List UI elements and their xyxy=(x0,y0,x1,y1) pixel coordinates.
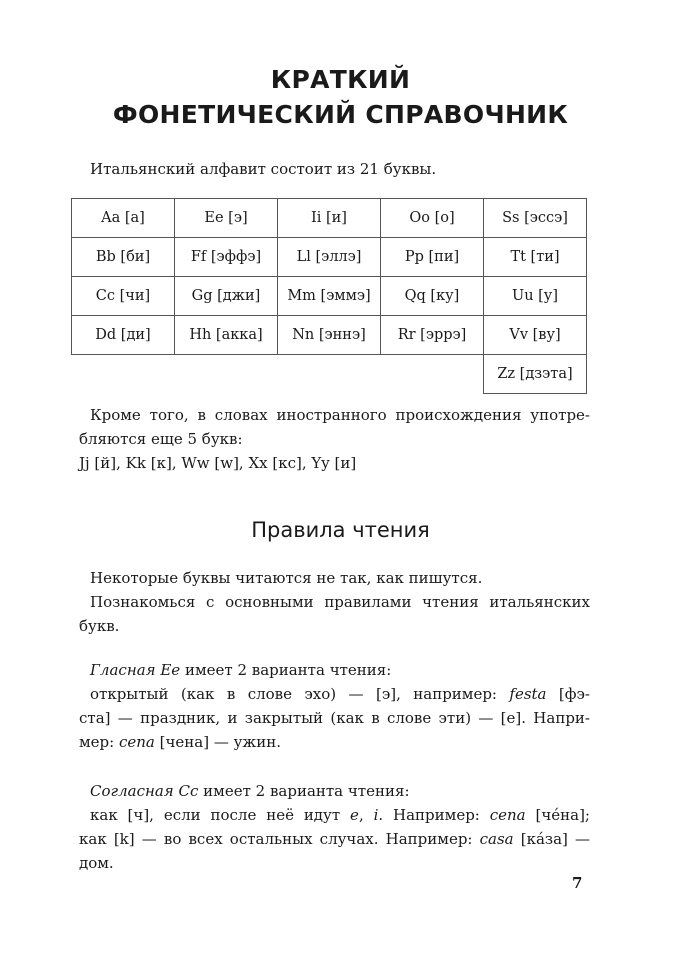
letter-cell: Uu [у] xyxy=(483,276,587,316)
vowel-e-rule: Гласная Ee имеет 2 варианта чтения: откр… xyxy=(79,661,590,751)
letter-cell: Ss [эссэ] xyxy=(483,198,587,238)
table-row: Cc [чи] Gg [джи] Mm [эммэ] Qq [ку] Uu [у] xyxy=(71,276,587,316)
letter-cell: Ii [и] xyxy=(277,198,381,238)
table-row: Dd [ди] Hh [акка] Nn [эннэ] Rr [эррэ] Vv [ву… xyxy=(71,315,587,355)
letter-cell: Ee [э] xyxy=(174,198,278,238)
page-number: 7 xyxy=(572,874,583,892)
letter-cell: Hh [акка] xyxy=(174,315,278,355)
letter-cell: Rr [эррэ] xyxy=(380,315,484,355)
letter-cell: Tt [ти] xyxy=(483,237,587,277)
empty-cell xyxy=(174,354,278,394)
alphabet-table: Aa [а] Ee [э] Ii [и] Oo [о] Ss [эссэ] Bb [би]… xyxy=(71,198,587,394)
letter-cell: Mm [эммэ] xyxy=(277,276,381,316)
table-row: Zz [дзэта] xyxy=(71,354,587,394)
section-title: Правила чтения xyxy=(251,518,430,542)
letter-cell: Oo [о] xyxy=(380,198,484,238)
table-row: Aa [а] Ee [э] Ii [и] Oo [о] Ss [эссэ] xyxy=(71,198,587,238)
intro-paragraph: Итальянский алфавит состоит из 21 буквы. xyxy=(90,160,437,178)
empty-cell xyxy=(71,354,175,394)
letter-cell: Ll [эллэ] xyxy=(277,237,381,277)
letter-cell: Nn [эннэ] xyxy=(277,315,381,355)
letter-cell: Pp [пи] xyxy=(380,237,484,277)
letter-cell: Aa [а] xyxy=(71,198,175,238)
letter-cell: Cc [чи] xyxy=(71,276,175,316)
letter-cell: Zz [дзэта] xyxy=(483,354,587,394)
foreign-letters-paragraph: Кроме того, в словах иностранного происх… xyxy=(79,406,590,472)
table-row: Bb [би] Ff [эффэ] Ll [эллэ] Pp [пи] Tt [ти] xyxy=(71,237,587,277)
letter-cell: Qq [ку] xyxy=(380,276,484,316)
letter-cell: Ff [эффэ] xyxy=(174,237,278,277)
letter-cell: Gg [джи] xyxy=(174,276,278,316)
page-title: КРАТКИЙ ФОНЕТИЧЕСКИЙ СПРАВОЧНИК xyxy=(112,65,569,129)
letter-cell: Vv [ву] xyxy=(483,315,587,355)
empty-cell xyxy=(277,354,381,394)
rules-intro: Некоторые буквы читаются не так, как пиш… xyxy=(79,569,590,635)
letter-cell: Dd [ди] xyxy=(71,315,175,355)
letter-cell: Bb [би] xyxy=(71,237,175,277)
consonant-c-rule: Согласная Cc имеет 2 варианта чтения: ка… xyxy=(79,782,590,872)
empty-cell xyxy=(380,354,484,394)
